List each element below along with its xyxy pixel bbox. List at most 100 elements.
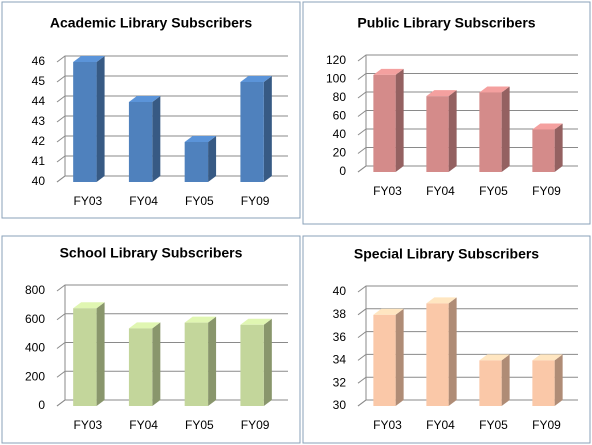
grid-line xyxy=(357,308,578,316)
grid-line xyxy=(357,285,578,293)
bar xyxy=(73,308,97,406)
chart-title: School Library Subscribers xyxy=(60,245,243,261)
bar-side xyxy=(448,90,457,172)
bar xyxy=(128,102,153,182)
y-tick-label: 600 xyxy=(25,312,45,326)
bar xyxy=(128,328,153,406)
bar-top xyxy=(240,76,272,82)
x-tick-label: FY09 xyxy=(532,184,561,198)
x-tick-label: FY05 xyxy=(185,418,214,432)
x-tick-label: FY03 xyxy=(373,418,402,432)
x-tick-label: FY05 xyxy=(479,184,508,198)
bar-side xyxy=(208,136,217,182)
bar-side xyxy=(395,308,404,406)
x-tick-label: FY04 xyxy=(426,418,455,432)
bar-top xyxy=(479,86,510,93)
x-tick-label: FY05 xyxy=(479,418,508,432)
chart-title: Academic Library Subscribers xyxy=(50,15,253,31)
bar xyxy=(240,324,264,406)
bar-top xyxy=(532,354,563,361)
bar xyxy=(532,129,555,172)
bar-top xyxy=(240,318,272,325)
y-tick-label: 120 xyxy=(326,53,346,67)
grid-line xyxy=(357,73,578,80)
grid-line xyxy=(56,75,288,83)
bar-top xyxy=(426,297,457,304)
grid-line xyxy=(56,55,288,63)
bar-top xyxy=(373,68,404,75)
bar-top xyxy=(184,316,217,323)
bar-top xyxy=(73,56,105,62)
bar xyxy=(373,314,396,406)
x-tick-label: FY03 xyxy=(373,184,402,198)
grid-line xyxy=(56,95,288,103)
bar-top xyxy=(426,90,457,97)
bar xyxy=(73,62,97,182)
bar-side xyxy=(152,96,161,182)
bar-top xyxy=(128,322,161,329)
y-tick-label: 0 xyxy=(339,164,346,178)
bar-top xyxy=(532,123,563,130)
y-tick-label: 800 xyxy=(25,283,45,297)
x-tick-label: FY05 xyxy=(185,194,214,208)
bar-side xyxy=(208,316,217,406)
bar xyxy=(532,360,555,406)
bar-side xyxy=(554,123,563,172)
bar-side xyxy=(448,297,457,406)
bar xyxy=(479,360,502,406)
y-tick-label: 38 xyxy=(333,307,347,321)
bar xyxy=(426,96,449,172)
bar-side xyxy=(263,76,272,182)
grid-line xyxy=(56,284,288,292)
bar-side xyxy=(501,354,510,406)
chart-title: Public Library Subscribers xyxy=(357,15,535,31)
grid-line xyxy=(357,331,578,339)
y-tick-label: 42 xyxy=(32,134,46,148)
bar xyxy=(426,303,449,406)
bar-side xyxy=(263,318,272,406)
y-tick-label: 100 xyxy=(326,72,346,86)
y-tick-label: 40 xyxy=(32,174,46,188)
x-tick-label: FY04 xyxy=(129,418,158,432)
x-tick-label: FY09 xyxy=(241,194,270,208)
grid-line xyxy=(357,54,578,62)
y-tick-label: 46 xyxy=(32,54,46,68)
bar-top xyxy=(184,136,217,142)
bar-side xyxy=(152,322,161,406)
x-tick-label: FY09 xyxy=(241,418,270,432)
bar xyxy=(240,82,264,182)
y-tick-label: 60 xyxy=(333,109,347,123)
y-tick-label: 30 xyxy=(333,398,347,412)
y-tick-label: 43 xyxy=(32,114,46,128)
y-tick-label: 36 xyxy=(333,330,347,344)
bar xyxy=(373,74,396,172)
grid-line xyxy=(56,115,288,123)
x-tick-label: FY03 xyxy=(74,418,103,432)
bar-top xyxy=(373,308,404,315)
y-tick-label: 32 xyxy=(333,375,347,389)
y-tick-label: 40 xyxy=(333,284,347,298)
bar xyxy=(184,322,209,406)
bar-top xyxy=(73,302,105,309)
x-tick-label: FY09 xyxy=(532,418,561,432)
bar-top xyxy=(128,96,161,102)
y-tick-label: 45 xyxy=(32,74,46,88)
bar-side xyxy=(96,56,105,182)
x-tick-label: FY04 xyxy=(129,194,158,208)
bar-side xyxy=(395,68,404,172)
y-tick-label: 41 xyxy=(32,154,46,168)
y-tick-label: 40 xyxy=(333,127,347,141)
y-tick-label: 80 xyxy=(333,90,347,104)
x-tick-label: FY03 xyxy=(74,194,103,208)
bar-top xyxy=(479,354,510,361)
bar-side xyxy=(96,302,105,406)
y-tick-label: 44 xyxy=(32,94,46,108)
y-tick-label: 34 xyxy=(333,353,347,367)
chart-title: Special Library Subscribers xyxy=(354,246,539,262)
bar-side xyxy=(554,354,563,406)
y-tick-label: 400 xyxy=(25,341,45,355)
y-tick-label: 20 xyxy=(333,146,347,160)
y-tick-label: 200 xyxy=(25,369,45,383)
grid-line xyxy=(56,313,288,321)
